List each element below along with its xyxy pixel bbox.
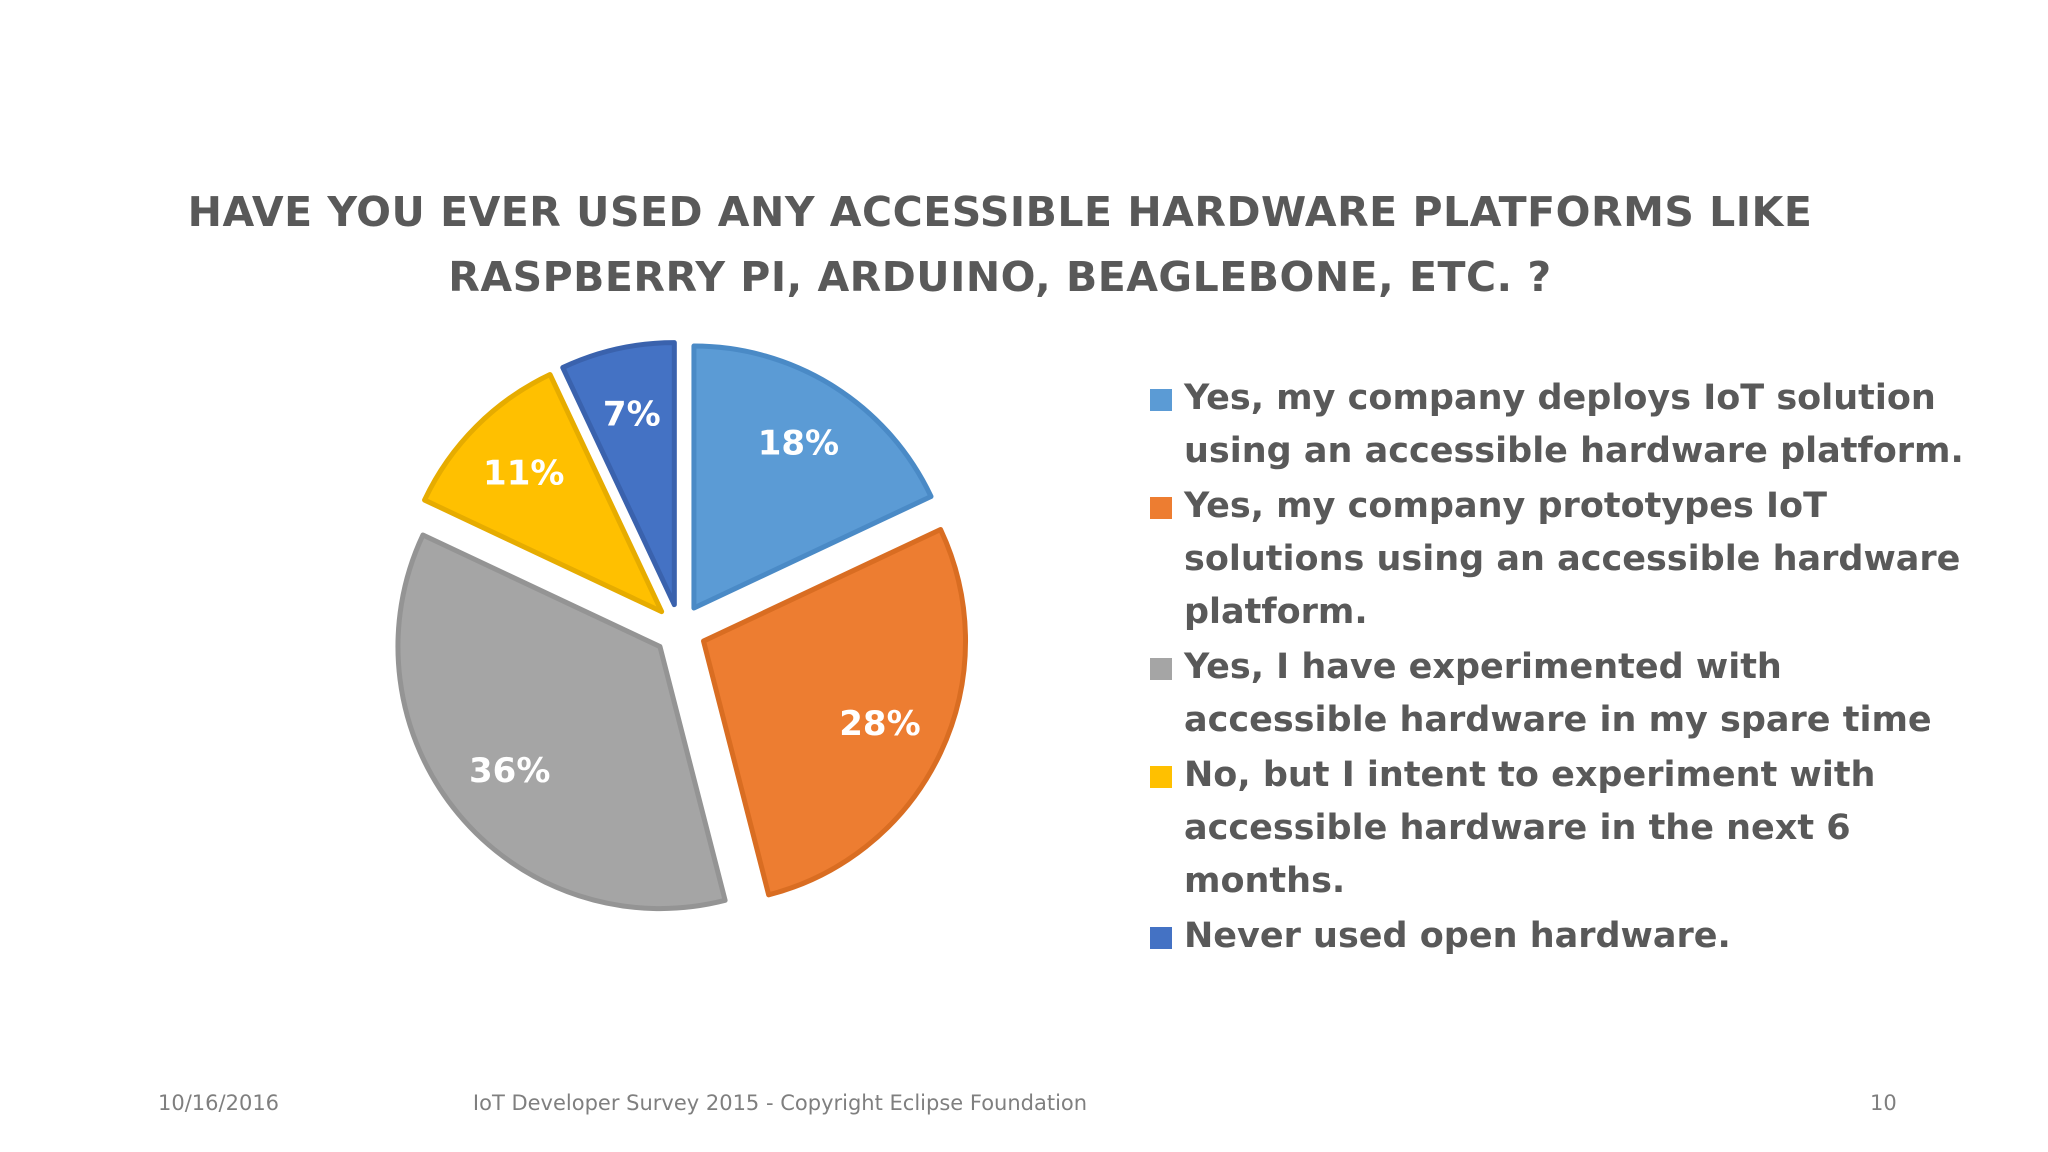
pie-slice-4 bbox=[422, 372, 665, 615]
pie-data-label-5: 7% bbox=[603, 394, 661, 434]
pie-data-label-4: 11% bbox=[483, 454, 564, 494]
legend-label-2: Yes, my company prototypes IoT solutions… bbox=[1184, 486, 1961, 632]
pie-slice-5 bbox=[560, 340, 677, 608]
pie-chart: 18% 28% 36% 11% 7% bbox=[395, 340, 969, 912]
legend-item-3: Yes, I have experimented with accessible… bbox=[1150, 641, 2010, 747]
legend-swatch-3 bbox=[1150, 658, 1172, 680]
pie-slice-2 bbox=[701, 527, 969, 898]
legend-item-2: Yes, my company prototypes IoT solutions… bbox=[1150, 480, 2010, 639]
pie-slice-1 bbox=[691, 343, 934, 611]
pie-data-label-2: 28% bbox=[839, 704, 920, 744]
pie-slice-3 bbox=[395, 532, 728, 912]
legend-label-1: Yes, my company deploys IoT solution usi… bbox=[1184, 378, 1964, 471]
footer-date: 10/16/2016 bbox=[158, 1091, 280, 1115]
legend-swatch-4 bbox=[1150, 766, 1172, 788]
pie-data-label-3: 36% bbox=[469, 751, 550, 791]
chart-title-line-2: RASPBERRY PI, ARDUINO, BEAGLEBONE, ETC. … bbox=[448, 253, 1552, 301]
chart-title: HAVE YOU EVER USED ANY ACCESSIBLE HARDWA… bbox=[160, 180, 1840, 310]
legend-swatch-5 bbox=[1150, 927, 1172, 949]
footer-copyright: IoT Developer Survey 2015 - Copyright Ec… bbox=[472, 1091, 1088, 1115]
legend-label-5: Never used open hardware. bbox=[1184, 916, 1731, 956]
chart-legend: Yes, my company deploys IoT solution usi… bbox=[1150, 372, 2010, 965]
legend-label-3: Yes, I have experimented with accessible… bbox=[1184, 647, 1932, 740]
pie-data-label-1: 18% bbox=[758, 423, 839, 463]
legend-swatch-1 bbox=[1150, 389, 1172, 411]
page-number: 10 bbox=[1870, 1091, 1897, 1115]
legend-label-4: No, but I intent to experiment with acce… bbox=[1184, 755, 1876, 901]
legend-swatch-2 bbox=[1150, 497, 1172, 519]
legend-item-5: Never used open hardware. bbox=[1150, 910, 2010, 963]
legend-item-1: Yes, my company deploys IoT solution usi… bbox=[1150, 372, 2010, 478]
legend-item-4: No, but I intent to experiment with acce… bbox=[1150, 749, 2010, 908]
chart-title-line-1: HAVE YOU EVER USED ANY ACCESSIBLE HARDWA… bbox=[187, 188, 1813, 236]
